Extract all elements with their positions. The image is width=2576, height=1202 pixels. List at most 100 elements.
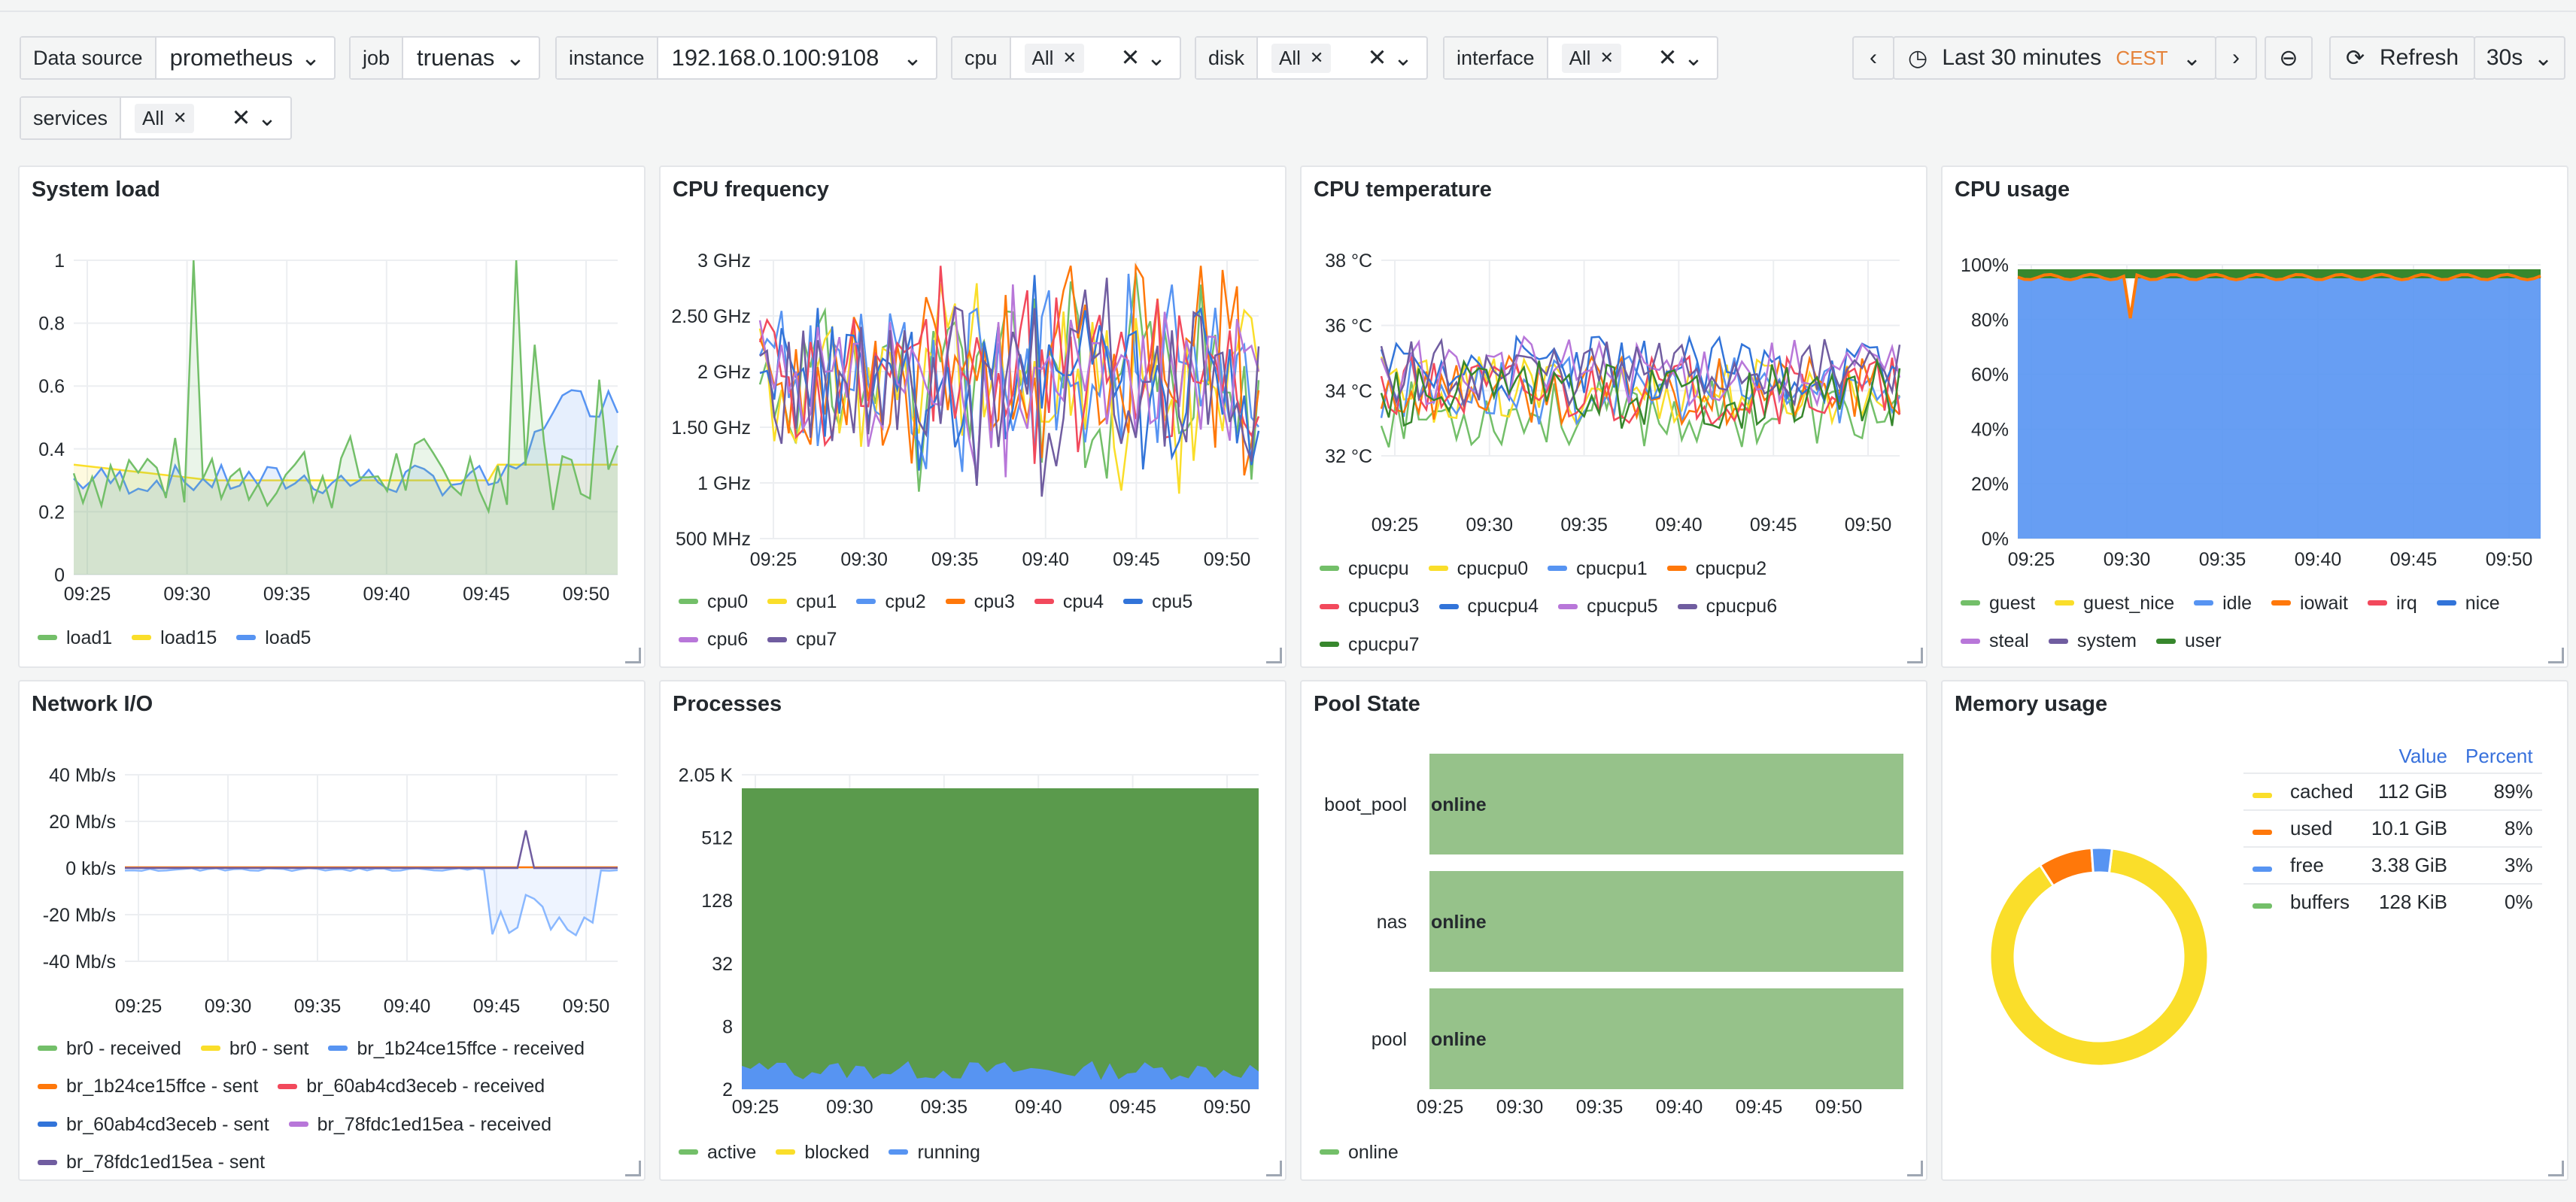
clear-icon[interactable]: ✕ ⌄ <box>231 105 277 131</box>
close-icon[interactable]: ✕ <box>1599 48 1614 67</box>
instance-variable[interactable]: instance 192.168.0.100:9108 ⌄ <box>555 36 937 80</box>
legend-item[interactable]: br_78fdc1ed15ea - sent <box>38 1145 265 1179</box>
close-icon[interactable]: ✕ <box>172 108 187 127</box>
x-tick-label: 09:40 <box>2295 549 2342 570</box>
legend-item[interactable]: br_1b24ce15ffce - sent <box>38 1069 258 1103</box>
refresh-interval-picker[interactable]: 30s ⌄ <box>2474 36 2565 80</box>
legend-item[interactable]: user <box>2156 624 2222 658</box>
legend-item[interactable]: cpu7 <box>767 622 837 657</box>
legend-item[interactable]: guest_nice <box>2055 586 2174 621</box>
legend-item[interactable]: blocked <box>776 1135 869 1170</box>
time-range-picker[interactable]: ◷ Last 30 minutes CEST ⌄ <box>1893 36 2216 80</box>
time-back-button[interactable]: ‹ <box>1852 36 1894 80</box>
legend-item[interactable]: irq <box>2367 586 2417 621</box>
system-load-panel[interactable]: System load 1 0.8 0.6 0.4 0.2 0 09:25 09:30 09:3… <box>18 165 646 668</box>
close-icon[interactable]: ✕ <box>1062 48 1077 67</box>
x-tick-label: 09:25 <box>1417 1097 1464 1118</box>
legend-item[interactable]: br0 - sent <box>200 1031 308 1066</box>
cpu-frequency-panel[interactable]: CPU frequency 3 GHz 2.50 GHz 2 GHz 1.50 GHz… <box>659 165 1286 668</box>
legend-item[interactable]: cpucpu5 <box>1558 589 1658 624</box>
legend-item[interactable]: online <box>1320 1135 1399 1170</box>
legend-item[interactable]: cpu0 <box>679 584 748 619</box>
instance-select[interactable]: 192.168.0.100:9108 ⌄ <box>658 38 936 78</box>
datasource-select[interactable]: prometheus ⌄ <box>156 38 334 78</box>
legend-item[interactable]: nice <box>2436 586 2500 621</box>
network-io-panel[interactable]: Network I/O 40 Mb/s 20 Mb/s 0 kb/s -20 Mb/s… <box>18 680 646 1181</box>
legend-item[interactable]: cpucpu1 <box>1548 551 1648 586</box>
cpu-temperature-panel[interactable]: CPU temperature 38 °C 36 °C 34 °C 32 °C 09:2… <box>1300 165 1927 668</box>
legend-item[interactable]: load15 <box>132 621 217 655</box>
legend-item[interactable]: cpucpu2 <box>1666 551 1766 586</box>
legend-item[interactable]: cpu3 <box>945 584 1015 619</box>
legend-item[interactable]: cpucpu3 <box>1320 589 1420 624</box>
interface-variable[interactable]: interface All ✕ ✕ ⌄ <box>1443 36 1718 80</box>
legend-item[interactable]: br_60ab4cd3eceb - sent <box>38 1107 269 1142</box>
datasource-variable[interactable]: Data source prometheus ⌄ <box>20 36 336 80</box>
legend-item[interactable]: load5 <box>236 621 311 655</box>
zoom-out-button[interactable]: ⊖ <box>2265 36 2313 80</box>
disk-select[interactable]: All ✕ ✕ ⌄ <box>1258 38 1426 78</box>
pool-state-panel[interactable]: Pool State boot_pool online nas online pool o… <box>1300 680 1927 1181</box>
legend-label: cpucpu <box>1348 557 1409 579</box>
legend-item[interactable]: iowait <box>2271 586 2348 621</box>
memory-row[interactable]: used 10.1 GiB 8% <box>2243 809 2542 847</box>
variable-label: Data source <box>21 38 156 78</box>
variable-chip[interactable]: All ✕ <box>135 103 195 133</box>
memory-row[interactable]: buffers 128 KiB 0% <box>2243 883 2542 920</box>
legend-item[interactable]: active <box>679 1135 756 1170</box>
disk-variable[interactable]: disk All ✕ ✕ ⌄ <box>1195 36 1428 80</box>
resize-handle[interactable] <box>625 648 641 663</box>
legend-item[interactable]: cpucpu4 <box>1438 589 1539 624</box>
legend-item[interactable]: cpu4 <box>1034 584 1104 619</box>
legend-item[interactable]: system <box>2048 624 2137 658</box>
legend-item[interactable]: cpu2 <box>856 584 926 619</box>
processes-panel[interactable]: Processes 2.05 K 512 128 32 8 2 09:25 09:30 09:3… <box>659 680 1286 1181</box>
resize-handle[interactable] <box>2548 1161 2564 1176</box>
clear-icon[interactable]: ✕ ⌄ <box>1657 44 1703 71</box>
resize-handle[interactable] <box>2548 648 2564 663</box>
legend-item[interactable]: cpucpu0 <box>1428 551 1528 586</box>
legend-item[interactable]: steal <box>1961 624 2029 658</box>
legend-item[interactable]: cpucpu6 <box>1677 589 1777 624</box>
refresh-button[interactable]: ⟳ Refresh <box>2329 36 2475 80</box>
legend-item[interactable]: br0 - received <box>38 1031 181 1066</box>
resize-handle[interactable] <box>625 1161 641 1176</box>
job-variable[interactable]: job truenas ⌄ <box>349 36 540 80</box>
legend-item[interactable]: br_78fdc1ed15ea - received <box>288 1107 551 1142</box>
services-variable[interactable]: services All ✕ ✕ ⌄ <box>20 96 292 140</box>
cpu-usage-panel[interactable]: CPU usage 100% 80% 60% 40% 20% 0% 09:25 09:30 09… <box>1941 165 2568 668</box>
value-column-header[interactable]: Value <box>2398 745 2448 767</box>
close-icon[interactable]: ✕ <box>1309 48 1324 67</box>
legend-item[interactable]: guest <box>1961 586 2035 621</box>
legend-item[interactable]: idle <box>2194 586 2252 621</box>
legend-item[interactable]: cpucpu7 <box>1320 627 1420 662</box>
clear-icon[interactable]: ✕ ⌄ <box>1367 44 1413 71</box>
resize-handle[interactable] <box>1907 1161 1923 1176</box>
cpu-variable[interactable]: cpu All ✕ ✕ ⌄ <box>951 36 1181 80</box>
variable-chip[interactable]: All ✕ <box>1024 43 1084 73</box>
cpu-select[interactable]: All ✕ ✕ ⌄ <box>1011 38 1180 78</box>
variable-chip[interactable]: All ✕ <box>1271 43 1332 73</box>
clear-icon[interactable]: ✕ ⌄ <box>1120 44 1166 71</box>
legend-item[interactable]: cpucpu <box>1320 551 1409 586</box>
resize-handle[interactable] <box>1266 648 1282 663</box>
time-forward-button[interactable]: › <box>2215 36 2257 80</box>
legend-item[interactable]: cpu1 <box>767 584 837 619</box>
memory-row[interactable]: free 3.38 GiB 3% <box>2243 846 2542 884</box>
legend-item[interactable]: cpu6 <box>679 622 748 657</box>
variable-chip[interactable]: All ✕ <box>1561 43 1621 73</box>
services-select[interactable]: All ✕ ✕ ⌄ <box>121 98 290 138</box>
legend-item[interactable]: br_60ab4cd3eceb - received <box>278 1069 545 1103</box>
percent-column-header[interactable]: Percent <box>2465 745 2533 767</box>
legend-item[interactable]: cpu5 <box>1123 584 1192 619</box>
legend-item[interactable]: load1 <box>38 621 112 655</box>
resize-handle[interactable] <box>1266 1161 1282 1176</box>
legend-label: system <box>2076 630 2137 651</box>
legend-item[interactable]: running <box>889 1135 980 1170</box>
memory-usage-panel[interactable]: Memory usage Value Percent cached 112 Gi… <box>1941 680 2568 1181</box>
memory-row[interactable]: cached 112 GiB 89% <box>2243 772 2542 810</box>
resize-handle[interactable] <box>1907 648 1923 663</box>
interface-select[interactable]: All ✕ ✕ ⌄ <box>1548 38 1717 78</box>
legend-item[interactable]: br_1b24ce15ffce - received <box>328 1031 585 1066</box>
job-select[interactable]: truenas ⌄ <box>403 38 539 78</box>
